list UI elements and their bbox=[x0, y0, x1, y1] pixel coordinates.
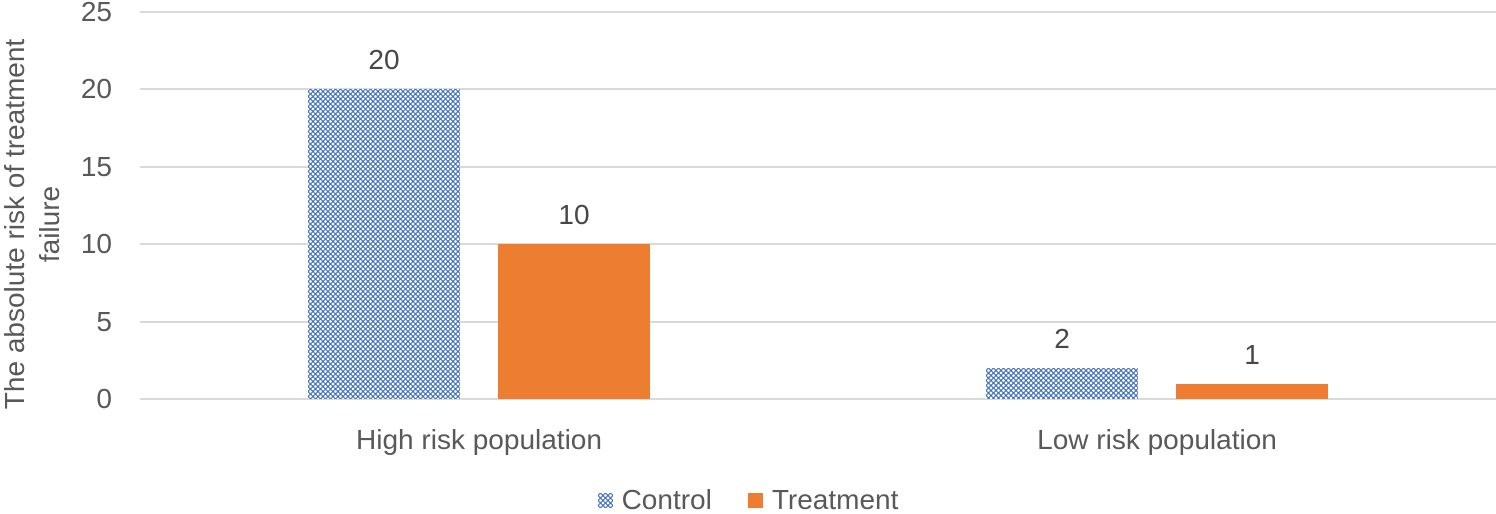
bar-treatment-high-risk-population bbox=[498, 244, 650, 399]
bar-treatment-low-risk-population bbox=[1176, 383, 1328, 399]
legend-item-treatment: Treatment bbox=[747, 484, 899, 514]
gridline-y-10 bbox=[140, 243, 1496, 246]
legend-swatch-treatment-icon bbox=[747, 492, 763, 508]
category-label-high-risk-population: High risk population bbox=[356, 424, 602, 455]
bar-value-label-control-high-risk-population: 20 bbox=[368, 44, 400, 76]
bar-value-label-control-low-risk-population: 2 bbox=[1054, 323, 1070, 355]
gridline-y-20 bbox=[140, 88, 1496, 91]
gridline-y-5 bbox=[140, 320, 1496, 323]
legend-item-control: Control bbox=[597, 484, 712, 514]
y-axis-title-area: The absolute risk of treatment failure bbox=[0, 12, 78, 408]
bar-control-low-risk-population bbox=[986, 368, 1138, 399]
y-tick-label-25: 25 bbox=[80, 0, 112, 27]
legend-label-control: Control bbox=[621, 484, 712, 514]
bar-value-label-treatment-high-risk-population: 10 bbox=[558, 199, 590, 231]
gridline-y-0 bbox=[140, 398, 1496, 400]
legend-label-treatment: Treatment bbox=[771, 484, 899, 514]
y-tick-label-10: 10 bbox=[80, 228, 112, 260]
category-label-low-risk-population: Low risk population bbox=[1037, 424, 1277, 455]
y-tick-label-15: 15 bbox=[80, 150, 112, 182]
legend-swatch-control-icon bbox=[597, 492, 613, 508]
y-tick-label-5: 5 bbox=[96, 305, 112, 337]
gridline-y-15 bbox=[140, 165, 1496, 168]
gridline-y-25 bbox=[140, 11, 1496, 13]
y-tick-label-0: 0 bbox=[96, 383, 112, 414]
bar-control-high-risk-population bbox=[308, 89, 460, 399]
legend: Control Treatment bbox=[0, 484, 1496, 514]
bar-value-label-treatment-low-risk-population: 1 bbox=[1244, 338, 1260, 370]
y-tick-label-20: 20 bbox=[80, 73, 112, 105]
